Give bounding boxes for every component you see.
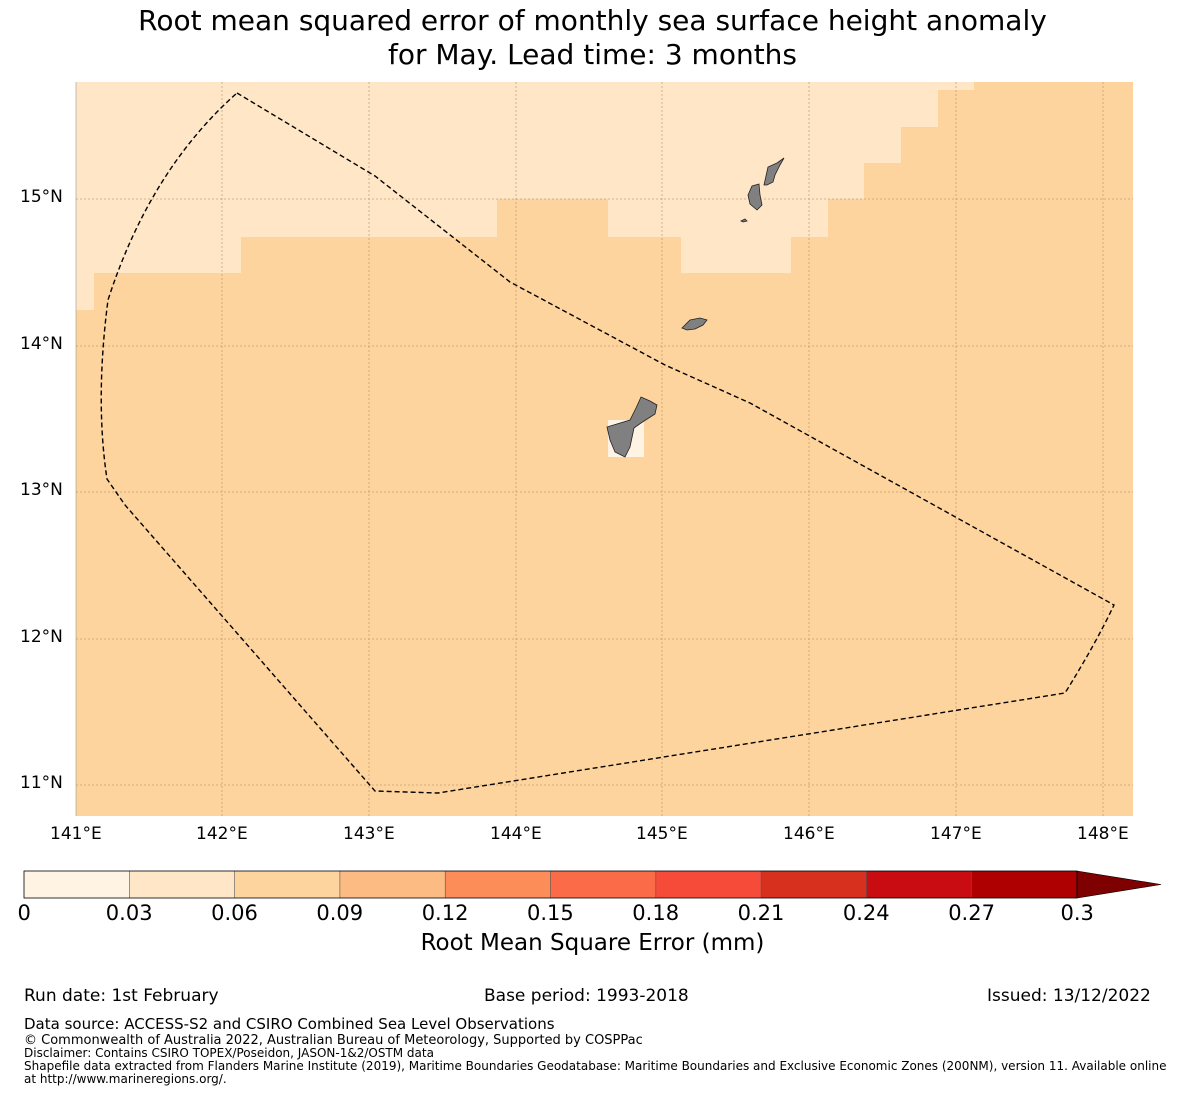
colorbar-tick-label: 0.18 — [632, 901, 680, 925]
island-aguijan — [740, 218, 748, 223]
colorbar-segment — [655, 871, 762, 898]
lon-label-146e: 146°E — [783, 824, 835, 844]
colorbar-segment — [761, 871, 867, 898]
colorbar-tick-label: 0.24 — [842, 901, 890, 925]
colorbar — [23, 870, 1162, 899]
colorbar-tick-label: 0.03 — [105, 901, 153, 925]
colorbar-segment — [129, 871, 236, 898]
lat-label-13n: 13°N — [20, 480, 63, 500]
base-period: Base period: 1993-2018 — [484, 986, 689, 1006]
lon-label-148e: 148°E — [1077, 824, 1129, 844]
title-line-2: for May. Lead time: 3 months — [387, 38, 798, 71]
title-line-1: Root mean squared error of monthly sea s… — [138, 4, 1047, 37]
copyright: © Commonwealth of Australia 2022, Austra… — [24, 1033, 643, 1048]
lon-label-145e: 145°E — [636, 824, 688, 844]
lon-label-143e: 143°E — [343, 824, 395, 844]
island-saipan — [763, 157, 785, 186]
lon-label-144e: 144°E — [490, 824, 542, 844]
islands — [606, 157, 785, 458]
colorbar-tick-label: 0.3 — [1060, 901, 1094, 925]
colorbar-tick-label: 0.09 — [316, 901, 364, 925]
colorbar-tick-label: 0.12 — [421, 901, 469, 925]
colorbar-segment — [866, 871, 973, 898]
disclaimer: Disclaimer: Contains CSIRO TOPEX/Poseido… — [24, 1046, 434, 1060]
shapefile-credit-line-1: Shapefile data extracted from Flanders M… — [24, 1059, 1167, 1073]
lat-label-15n: 15°N — [20, 187, 63, 207]
colorbar-segment — [24, 871, 130, 898]
colorbar-outline — [23, 870, 1078, 899]
light-field-region — [76, 82, 974, 310]
colorbar-segment — [550, 871, 657, 898]
lat-label-14n: 14°N — [20, 334, 63, 354]
colorbar-segment — [971, 871, 1078, 898]
graticule — [76, 82, 1133, 816]
lon-label-141e: 141°E — [50, 824, 102, 844]
colorbar-extend-arrow — [1076, 870, 1162, 899]
issued-date: Issued: 13/12/2022 — [987, 986, 1151, 1006]
colorbar-tick-label: 0.06 — [211, 901, 258, 925]
island-guam — [606, 396, 658, 458]
colorbar-label: Root Mean Square Error (mm) — [420, 930, 765, 956]
colorbar-tick-label: 0.27 — [948, 901, 995, 925]
lon-label-142e: 142°E — [196, 824, 248, 844]
data-source: Data source: ACCESS-S2 and CSIRO Combine… — [24, 1015, 555, 1033]
map-figure — [23, 82, 1162, 899]
lat-label-11n: 11°N — [20, 773, 63, 793]
colorbar-segment — [234, 871, 341, 898]
colorbar-tick-label: 0.21 — [737, 901, 785, 925]
shapefile-credit-line-2: at http://www.marineregions.org/. — [24, 1072, 227, 1086]
island-tinian — [747, 183, 763, 211]
eez-boundary — [100, 92, 1115, 794]
colorbar-tick-label: 0 — [17, 901, 31, 925]
lat-label-12n: 12°N — [20, 627, 63, 647]
colorbar-tick-label: 0.15 — [527, 901, 574, 925]
colorbar-segment — [445, 871, 551, 898]
lon-label-147e: 147°E — [930, 824, 982, 844]
colorbar-segment — [339, 871, 446, 898]
run-date: Run date: 1st February — [24, 986, 219, 1006]
chart-title: Root mean squared error of monthly sea s… — [0, 4, 1185, 72]
island-rota — [681, 317, 708, 331]
